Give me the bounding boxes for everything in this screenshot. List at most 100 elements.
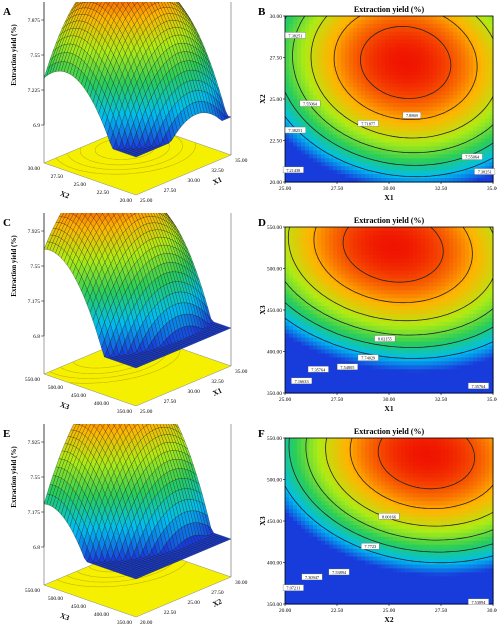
- heat-cell: [477, 39, 482, 45]
- heat-cell: [317, 278, 322, 283]
- heat-cell: [369, 63, 374, 68]
- heat-cell: [449, 142, 454, 148]
- heat-cell: [305, 278, 310, 283]
- heat-cell: [409, 83, 414, 88]
- heat-cell: [469, 142, 474, 148]
- heat-cell: [413, 75, 418, 80]
- heat-cell: [489, 67, 494, 72]
- heat-cell: [385, 146, 390, 151]
- heat-cell: [421, 83, 426, 88]
- heat-cell: [377, 23, 382, 29]
- heat-cell: [469, 174, 474, 179]
- heat-cell: [337, 170, 342, 175]
- heat-cell: [337, 377, 342, 382]
- heat-cell: [293, 329, 298, 335]
- heat-cell: [325, 227, 330, 232]
- heat-cell: [301, 258, 306, 264]
- heat-cell: [329, 170, 334, 175]
- heat-cell: [321, 110, 326, 116]
- heat-cell: [397, 55, 402, 61]
- heat-cell: [341, 23, 346, 29]
- heat-cell: [409, 170, 414, 175]
- heat-cell: [305, 234, 310, 240]
- heat-cell: [357, 95, 362, 100]
- width-axis-label: X1: [211, 175, 223, 187]
- heat-cell: [329, 317, 334, 323]
- floor-plane: [43, 333, 232, 407]
- heat-cell: [437, 59, 442, 65]
- heat-cell: [285, 227, 290, 232]
- heat-cell: [445, 158, 450, 163]
- heat-cell: [397, 146, 402, 151]
- heat-cell: [369, 106, 374, 112]
- heat-cell: [369, 39, 374, 45]
- heat-cell: [313, 337, 318, 343]
- heat-cell: [433, 106, 438, 112]
- heat-cell: [337, 373, 342, 378]
- heat-cell: [333, 313, 338, 319]
- contour-value-label: 7.38251: [284, 32, 306, 39]
- heat-cell: [285, 242, 290, 248]
- heat-cell: [337, 178, 342, 183]
- heat-cell: [325, 349, 330, 355]
- heat-cell: [369, 19, 374, 25]
- heat-cell: [457, 162, 462, 167]
- heat-cell: [449, 162, 454, 167]
- heat-cell: [417, 19, 422, 25]
- heat-cell: [317, 130, 322, 136]
- heat-cell: [285, 274, 290, 279]
- heat-cell: [453, 79, 458, 84]
- heat-cell: [393, 27, 398, 33]
- heat-cell: [385, 114, 390, 120]
- heat-cell: [309, 154, 314, 159]
- heat-cell: [449, 55, 454, 61]
- heat-cell: [341, 19, 346, 25]
- heat-cell: [433, 170, 438, 175]
- heat-cell: [489, 31, 494, 37]
- heat-cell: [473, 47, 478, 53]
- heat-cell: [429, 178, 434, 183]
- heat-cell: [321, 51, 326, 57]
- heat-cell: [289, 325, 294, 331]
- heat-cell: [473, 55, 478, 61]
- heat-cell: [441, 99, 446, 104]
- heat-cell: [373, 146, 378, 151]
- heat-cell: [489, 142, 494, 148]
- heat-cell: [297, 234, 302, 240]
- heat-cell: [313, 51, 318, 57]
- y-tick-label: 22.50: [270, 139, 283, 145]
- heat-cell: [445, 138, 450, 144]
- heat-cell: [461, 87, 466, 92]
- heat-cell: [329, 369, 334, 374]
- heat-cell: [285, 294, 290, 299]
- heat-cell: [381, 71, 386, 76]
- heat-cell: [337, 270, 342, 276]
- heat-cell: [381, 134, 386, 140]
- heat-cell: [373, 154, 378, 159]
- heat-cell: [469, 110, 474, 116]
- heat-cell: [441, 19, 446, 25]
- heat-cell: [389, 118, 394, 124]
- heat-cell: [353, 71, 358, 76]
- heat-cell: [337, 349, 342, 355]
- heat-cell: [441, 170, 446, 175]
- heat-cell: [381, 174, 386, 179]
- heat-cell: [301, 317, 306, 323]
- heat-cell: [329, 373, 334, 378]
- heat-cell: [345, 250, 350, 256]
- heat-cell: [445, 91, 450, 96]
- heat-cell: [293, 254, 298, 260]
- heat-cell: [433, 130, 438, 136]
- heat-cell: [321, 329, 326, 335]
- heat-cell: [473, 83, 478, 88]
- heat-cell: [413, 87, 418, 92]
- heat-cell: [301, 349, 306, 355]
- contour-value-label: 7.38251: [284, 126, 306, 134]
- heat-cell: [305, 71, 310, 76]
- heat-cell: [381, 55, 386, 61]
- heat-cell: [361, 43, 366, 49]
- heat-cell: [305, 91, 310, 96]
- heat-cell: [333, 242, 338, 248]
- heat-cell: [361, 19, 366, 25]
- heat-cell: [369, 154, 374, 159]
